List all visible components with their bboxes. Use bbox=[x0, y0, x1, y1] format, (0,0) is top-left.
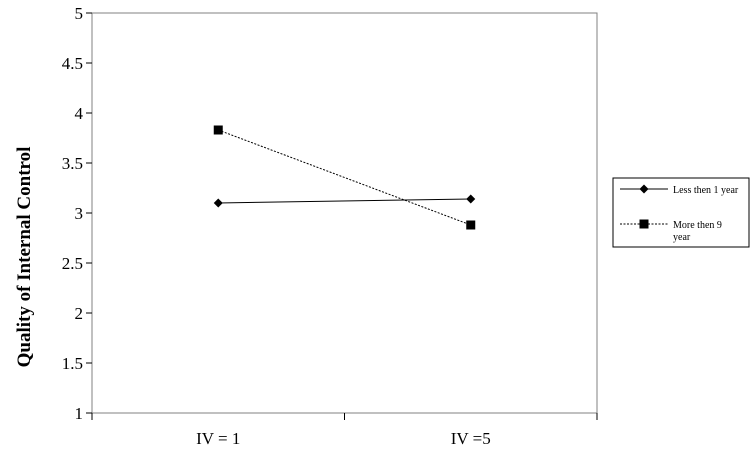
data-point bbox=[466, 220, 476, 230]
data-point bbox=[466, 194, 476, 204]
plot-area bbox=[91, 12, 598, 414]
y-tick-label: 3.5 bbox=[62, 154, 83, 173]
legend-label: year bbox=[673, 232, 691, 243]
series-2 bbox=[213, 125, 476, 230]
y-tick-label: 1.5 bbox=[62, 354, 83, 373]
series-1 bbox=[213, 194, 476, 208]
y-tick-label: 4 bbox=[75, 104, 84, 123]
legend-label: More then 9 bbox=[673, 220, 722, 231]
x-tick-label: IV =5 bbox=[451, 429, 491, 448]
data-point bbox=[213, 198, 223, 208]
y-axis: 1 1.5 2 2.5 3 3.5 4 4.5 5 bbox=[62, 4, 92, 423]
series-line bbox=[218, 198, 471, 204]
y-tick-label: 4.5 bbox=[62, 54, 83, 73]
legend-marker bbox=[639, 219, 649, 229]
y-axis-title: Quality of Internal Control bbox=[14, 147, 35, 368]
y-tick-label: 2 bbox=[75, 304, 84, 323]
series-layer bbox=[213, 125, 476, 230]
y-tick-label: 5 bbox=[75, 4, 84, 23]
series-line bbox=[218, 129, 471, 226]
x-tick-label: IV = 1 bbox=[196, 429, 240, 448]
legend-label: Less then 1 year bbox=[673, 185, 739, 196]
legend-marker bbox=[639, 184, 649, 194]
data-point bbox=[213, 125, 223, 135]
y-tick-label: 2.5 bbox=[62, 254, 83, 273]
y-tick-label: 1 bbox=[75, 404, 84, 423]
y-tick-label: 3 bbox=[75, 204, 84, 223]
x-axis: IV = 1 IV =5 bbox=[91, 413, 598, 448]
